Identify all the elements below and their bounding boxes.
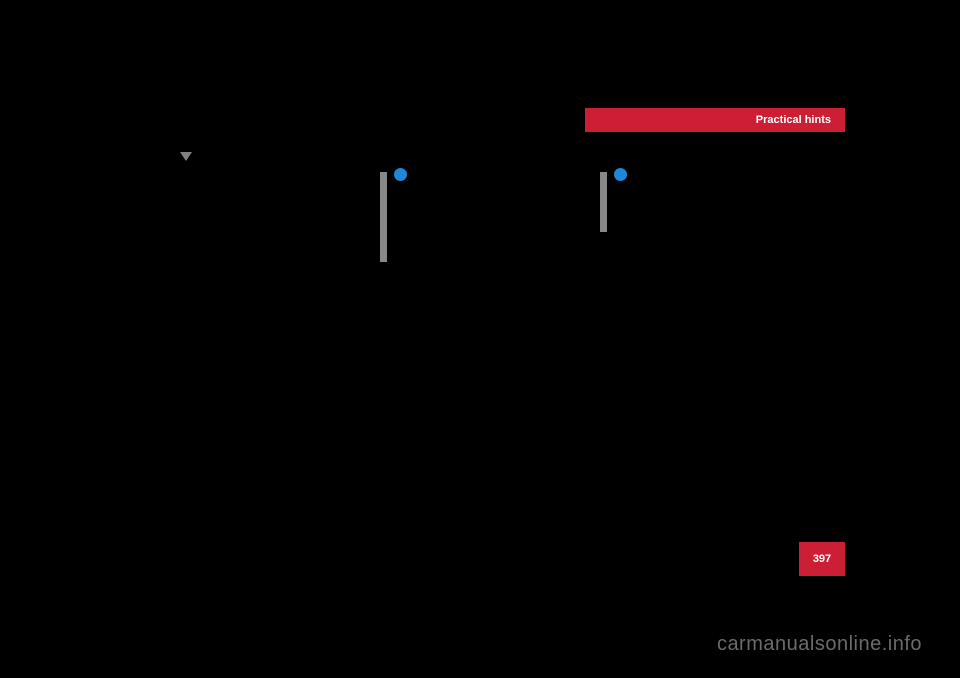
- manual-page: Practical hints 397: [100, 70, 860, 570]
- info-dot-icon: [394, 168, 407, 181]
- column-accent-bar: [600, 172, 607, 232]
- continuation-triangle-icon: [180, 152, 192, 161]
- section-header-bar: Practical hints: [585, 108, 845, 132]
- page-number: 397: [813, 553, 831, 565]
- section-header-title: Practical hints: [756, 114, 831, 126]
- page-number-tab: 397: [799, 542, 845, 576]
- watermark-text: carmanualsonline.info: [717, 633, 922, 656]
- info-dot-icon: [614, 168, 627, 181]
- column-accent-bar: [380, 172, 387, 262]
